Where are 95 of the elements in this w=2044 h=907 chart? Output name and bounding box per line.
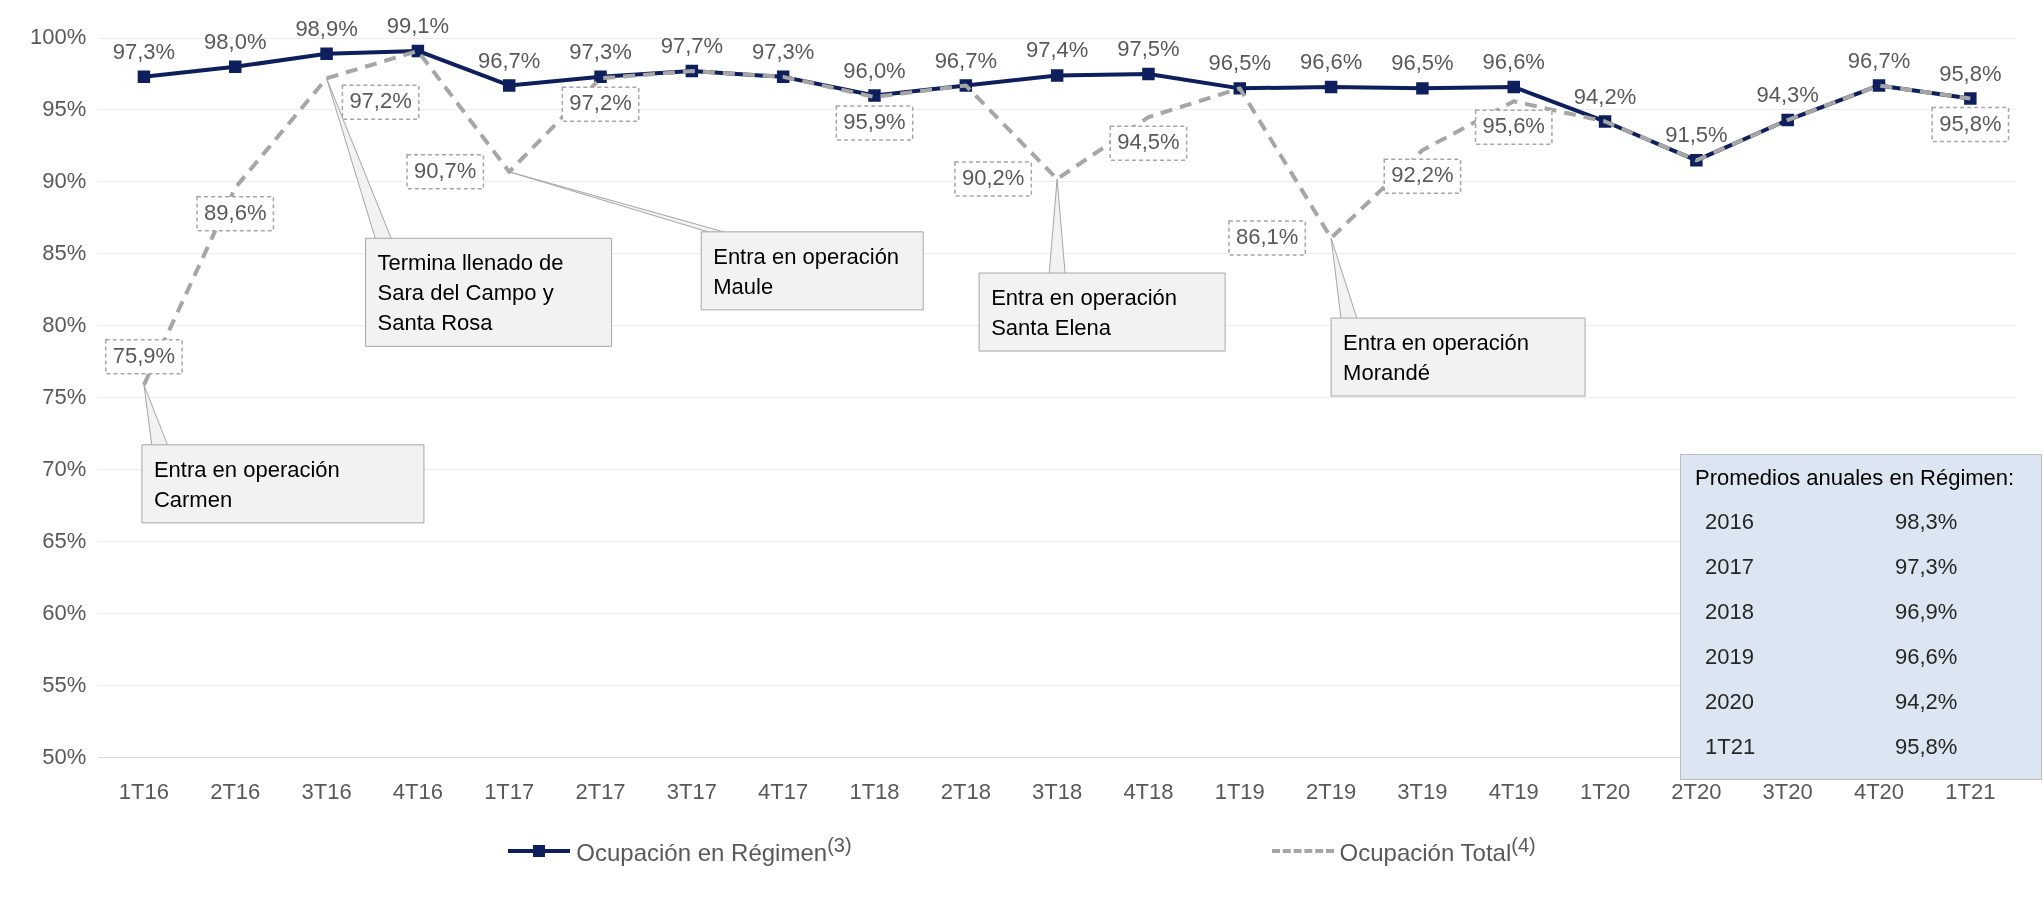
y-tick-label: 85% — [42, 239, 87, 265]
x-tick-label: 1T20 — [1579, 778, 1631, 804]
y-tick-label: 80% — [42, 311, 87, 337]
x-tick-label: 1T16 — [118, 778, 170, 804]
x-tick-label: 2T20 — [1671, 778, 1722, 804]
x-tick-label: 4T18 — [1123, 778, 1174, 804]
point — [594, 70, 607, 84]
x-tick-label: 3T20 — [1762, 778, 1813, 804]
y-tick-label: 95% — [42, 96, 87, 122]
point — [502, 79, 516, 92]
data-label: 94,2% — [1573, 83, 1637, 109]
data-label: 96,5% — [1208, 50, 1271, 76]
y-tick-label: 55% — [42, 671, 87, 697]
data-label: 97,3% — [751, 38, 815, 64]
data-label: 75,9% — [112, 342, 176, 368]
annotation: Termina llenado de Sara del Campo y Santa Rosa — [377, 250, 564, 336]
y-tick-label: 100% — [29, 24, 87, 50]
annotation: 97,3% — [1895, 553, 1958, 581]
annotation: 94,2% — [1895, 688, 1958, 716]
data-label: 99,1% — [386, 13, 450, 39]
data-label: 97,2% — [569, 90, 632, 116]
x-tick-label: 1T17 — [484, 778, 535, 804]
annotation: 2018 — [1704, 598, 1755, 626]
annotation: 95,8% — [1895, 733, 1958, 761]
y-tick-label: 50% — [42, 743, 87, 769]
y-tick-label: 60% — [42, 599, 87, 625]
y-tick-label: 90% — [42, 167, 87, 193]
x-tick-label: 3T18 — [1032, 778, 1083, 804]
x-tick-label: 3T16 — [301, 778, 352, 804]
point — [229, 60, 242, 74]
data-label: 95,8% — [1939, 60, 2002, 86]
point — [1324, 80, 1338, 94]
y-tick-label: 70% — [42, 455, 87, 481]
data-label: 97,3% — [112, 38, 176, 64]
x-tick-label: 4T20 — [1853, 778, 1905, 804]
point — [1050, 69, 1064, 82]
x-tick-label: 2T17 — [575, 778, 626, 804]
annotation: 96,9% — [1895, 598, 1958, 626]
data-label: 95,6% — [1482, 113, 1545, 139]
data-label: 96,7% — [478, 47, 541, 73]
point — [137, 70, 151, 84]
x-tick-label: 2T18 — [940, 778, 991, 804]
data-label: 98,0% — [204, 28, 267, 54]
x-tick-label: 2T16 — [210, 778, 261, 804]
data-label: 92,2% — [1391, 162, 1454, 188]
x-tick-label: 4T17 — [758, 778, 809, 804]
data-label: 97,3% — [569, 38, 632, 64]
data-label: 94,3% — [1756, 82, 1819, 108]
data-label: 96,7% — [1847, 47, 1911, 73]
data-label: 95,9% — [843, 109, 906, 135]
annotation: 98,3% — [1895, 508, 1958, 536]
data-label: 94,5% — [1117, 129, 1180, 155]
data-label: 96,5% — [1391, 50, 1454, 76]
data-label: 90,2% — [961, 165, 1025, 191]
legend-label: Ocupación Total$^{(4)}$ — [1339, 834, 1536, 867]
annotation: 2019 — [1704, 643, 1755, 671]
x-tick-label: 3T19 — [1397, 778, 1448, 804]
data-label: 97,5% — [1117, 36, 1180, 62]
annotation: 2020 — [1704, 688, 1755, 716]
x-tick-label: 3T17 — [666, 778, 717, 804]
x-tick-label: 4T19 — [1488, 778, 1539, 804]
annotation: Entra en operación Maule — [713, 243, 900, 299]
data-label: 96,6% — [1299, 49, 1363, 74]
annotation: Entra en operación Morandé — [1343, 330, 1529, 386]
data-label: 97,4% — [1025, 37, 1089, 63]
point — [320, 47, 333, 61]
annotation: 2016 — [1704, 508, 1755, 536]
data-label: 98,9% — [295, 15, 358, 41]
x-tick-label: 1T18 — [849, 778, 900, 804]
data-label: 97,2% — [349, 88, 412, 114]
data-label: 97,7% — [660, 33, 724, 59]
point — [1507, 80, 1520, 94]
data-label: 96,6% — [1482, 49, 1545, 74]
point — [1142, 67, 1155, 81]
x-tick-label: 1T19 — [1214, 778, 1265, 804]
annotation: 96,6% — [1895, 643, 1958, 671]
annotation: Entra en operación Santa Elena — [991, 285, 1178, 341]
data-label: 96,0% — [843, 57, 906, 83]
data-label: 96,7% — [934, 47, 998, 73]
data-label: 86,1% — [1235, 224, 1299, 250]
data-label: 95,8% — [1939, 110, 2002, 136]
annotation: 2017 — [1704, 553, 1755, 581]
point — [1416, 82, 1429, 95]
y-tick-label: 75% — [42, 383, 87, 409]
annotation: Promedios anuales en Régimen: — [1695, 465, 2016, 491]
x-tick-label: 4T16 — [392, 778, 443, 804]
x-tick-label: 1T21 — [1945, 778, 1996, 804]
data-label: 90,7% — [414, 157, 477, 183]
y-tick-label: 65% — [42, 527, 87, 553]
annotation: Entra en operación Carmen — [153, 456, 340, 512]
data-label: 91,5% — [1665, 122, 1728, 148]
data-label: 89,6% — [204, 199, 267, 225]
legend-label: Ocupación en Régimen$^{(3)}$ — [576, 834, 852, 867]
x-tick-label: 2T19 — [1306, 778, 1357, 804]
annotation: 1T21 — [1704, 733, 1757, 761]
